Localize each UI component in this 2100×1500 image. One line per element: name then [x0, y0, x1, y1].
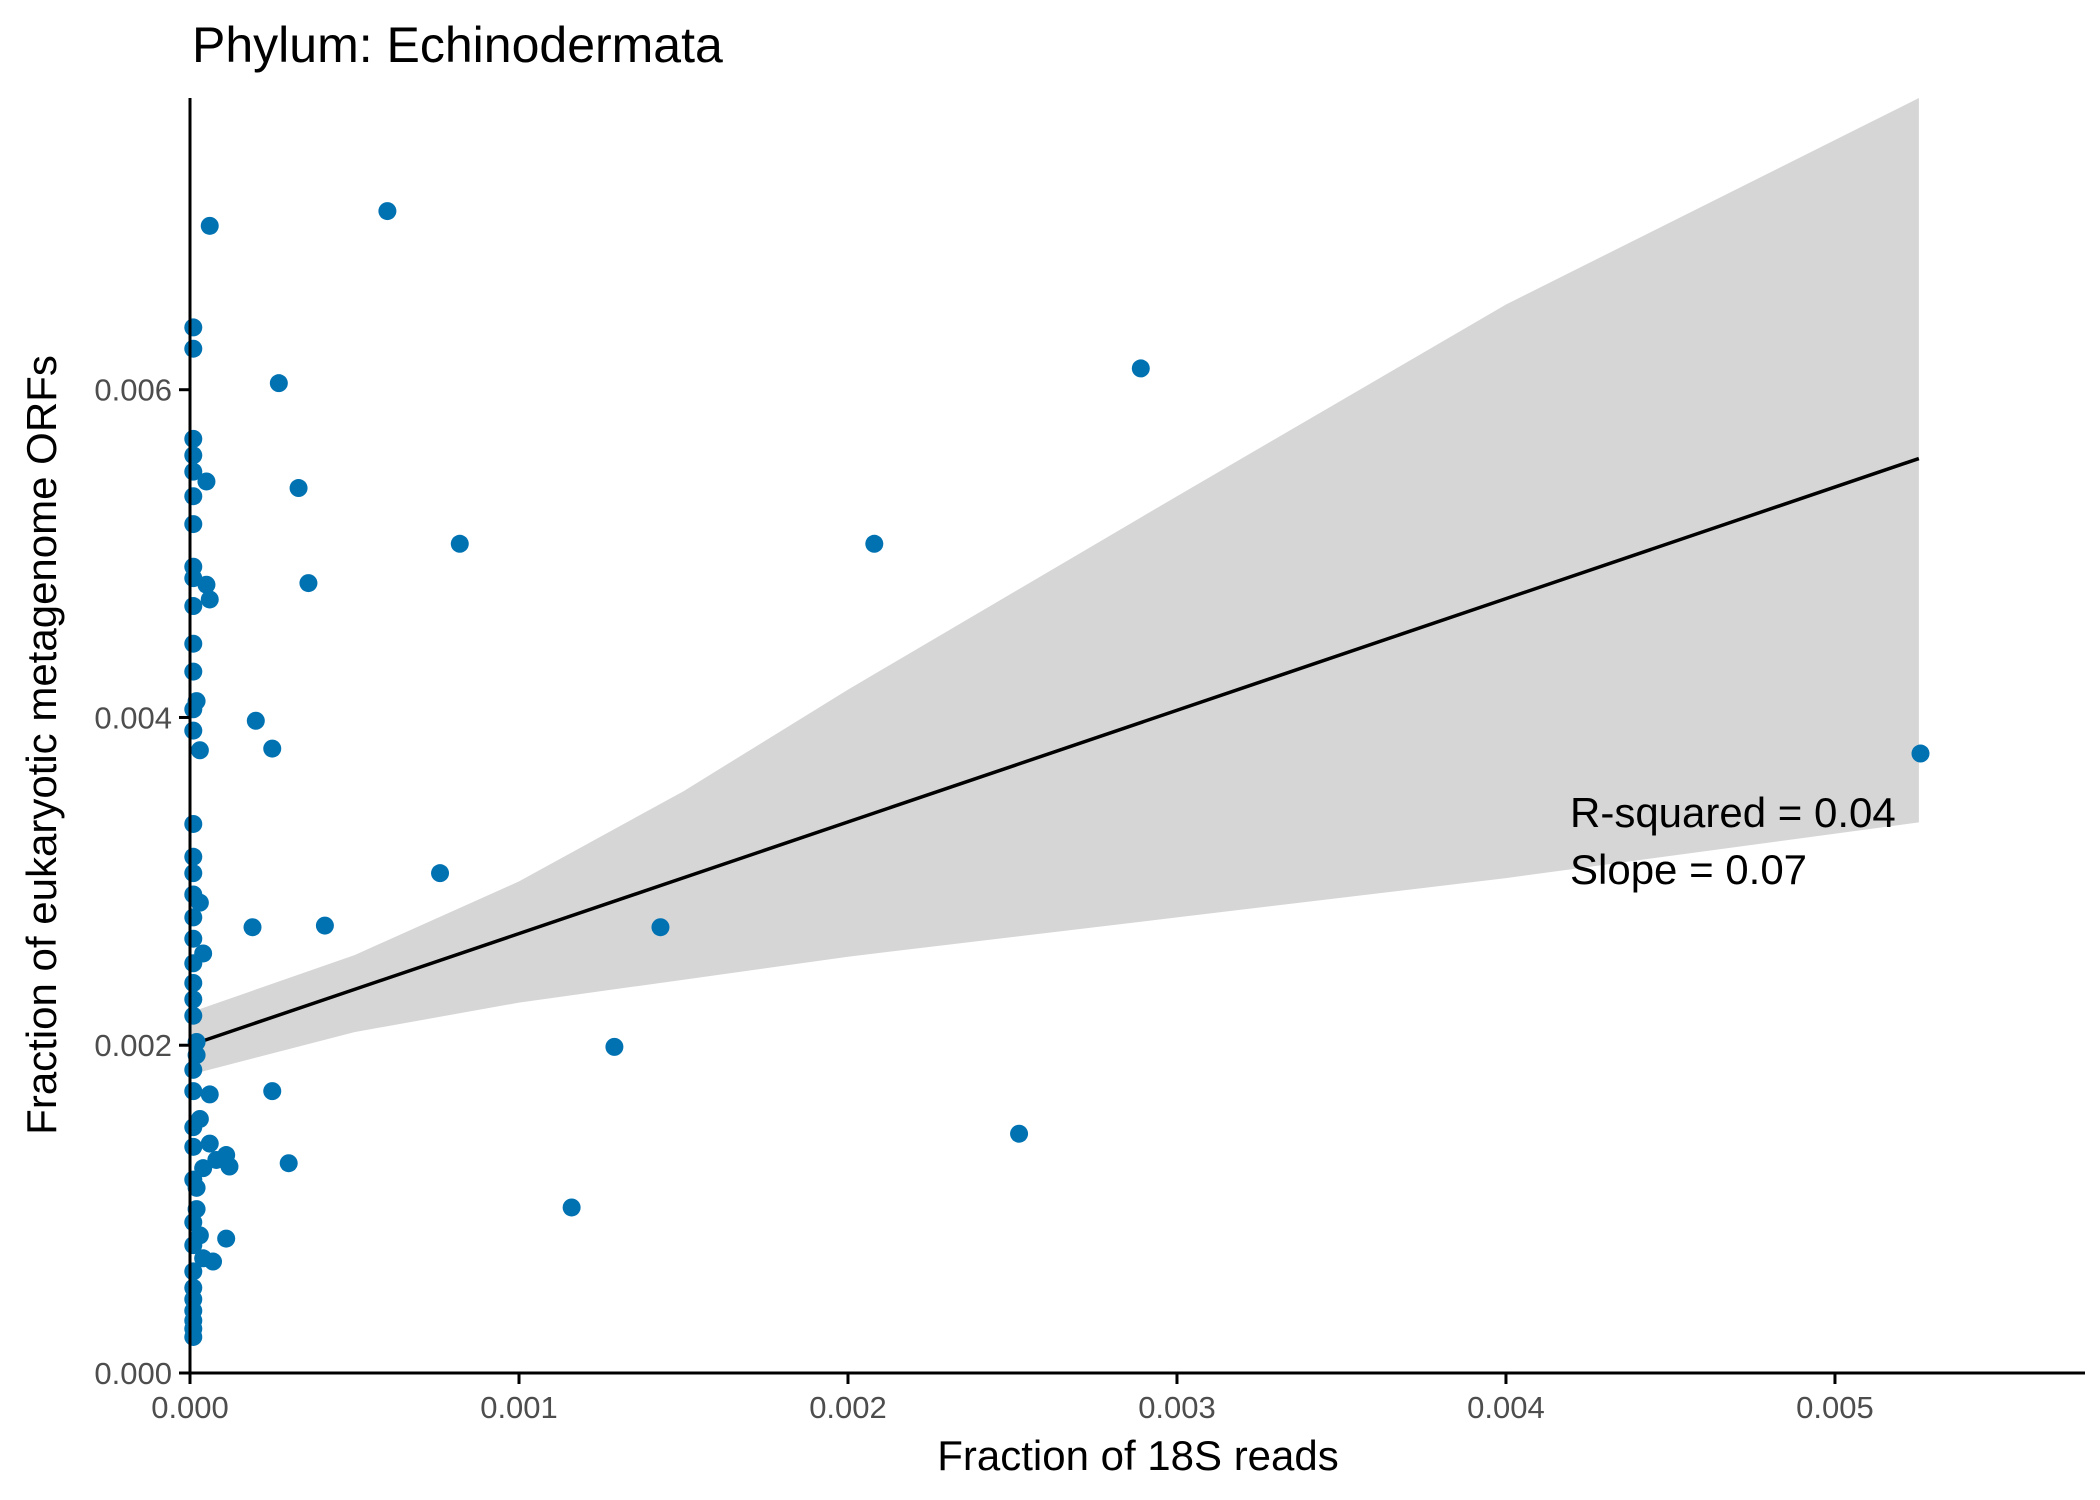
- data-point: [184, 973, 203, 992]
- data-point: [184, 634, 203, 653]
- data-point: [865, 534, 884, 553]
- data-point: [605, 1037, 624, 1056]
- data-point: [204, 1252, 223, 1271]
- data-point: [184, 885, 203, 904]
- data-point: [184, 597, 203, 616]
- data-point: [263, 739, 282, 758]
- data-point: [187, 1046, 206, 1065]
- data-point: [315, 916, 334, 935]
- data-point: [184, 1236, 203, 1255]
- data-point: [184, 1118, 203, 1137]
- data-point: [299, 574, 318, 593]
- x-tick-label: 0.005: [1796, 1390, 1874, 1425]
- x-tick-label: 0.003: [1138, 1390, 1216, 1425]
- y-tick-label: 0.000: [94, 1356, 172, 1391]
- y-axis-ticks: 0.000 0.002 0.004 0.006: [94, 373, 190, 1391]
- data-point: [187, 1032, 206, 1051]
- data-point: [184, 569, 203, 588]
- data-point: [184, 1082, 203, 1101]
- data-point: [184, 462, 203, 481]
- data-point: [197, 472, 216, 491]
- data-point: [184, 721, 203, 740]
- data-point: [184, 1006, 203, 1025]
- x-tick-label: 0.004: [1467, 1390, 1545, 1425]
- x-tick-label: 0.002: [809, 1390, 887, 1425]
- data-point: [431, 864, 450, 883]
- data-point: [289, 479, 308, 498]
- y-axis-title: Fraction of eukaryotic metagenome ORFs: [18, 355, 65, 1135]
- data-point: [200, 1085, 219, 1104]
- data-point: [378, 202, 397, 221]
- data-point: [450, 534, 469, 553]
- data-point: [184, 662, 203, 681]
- data-point: [184, 318, 203, 337]
- data-point: [184, 446, 203, 465]
- data-point: [184, 990, 203, 1009]
- data-point: [184, 1137, 203, 1156]
- data-point: [184, 908, 203, 927]
- data-point: [246, 711, 265, 730]
- data-point: [263, 1082, 282, 1101]
- data-point: [1911, 744, 1930, 763]
- data-point: [184, 700, 203, 719]
- data-point: [651, 918, 670, 937]
- data-point: [200, 590, 219, 609]
- data-point: [184, 429, 203, 448]
- data-point: [184, 1060, 203, 1079]
- data-point: [184, 487, 203, 506]
- x-axis-title: Fraction of 18S reads: [937, 1432, 1339, 1479]
- data-point: [269, 374, 288, 393]
- data-point: [220, 1157, 239, 1176]
- data-point: [184, 1213, 203, 1232]
- data-point: [184, 1327, 203, 1346]
- data-point: [279, 1154, 298, 1173]
- data-point: [200, 216, 219, 235]
- data-point: [217, 1229, 236, 1248]
- data-point: [1010, 1124, 1029, 1143]
- data-point: [184, 954, 203, 973]
- slope-annotation: Slope = 0.07: [1570, 846, 1807, 893]
- data-point: [184, 1170, 203, 1189]
- y-tick-label: 0.006: [94, 373, 172, 408]
- regression-line: [189, 456, 1920, 1047]
- confidence-band: [190, 98, 1919, 1075]
- x-axis-ticks: 0.000 0.001 0.002 0.003 0.004 0.005: [151, 1373, 1874, 1425]
- plot-area: [184, 98, 1930, 1346]
- data-point: [1131, 359, 1150, 378]
- data-point: [184, 864, 203, 883]
- x-tick-label: 0.000: [151, 1390, 229, 1425]
- data-point: [184, 339, 203, 358]
- chart-title: Phylum: Echinodermata: [192, 17, 723, 73]
- y-tick-label: 0.004: [94, 700, 172, 735]
- data-point: [184, 929, 203, 948]
- data-point: [184, 1262, 203, 1281]
- y-tick-label: 0.002: [94, 1028, 172, 1063]
- x-tick-label: 0.001: [480, 1390, 558, 1425]
- data-point: [562, 1198, 581, 1217]
- r-squared-annotation: R-squared = 0.04: [1570, 789, 1896, 836]
- data-point: [200, 1134, 219, 1153]
- data-point: [243, 918, 262, 937]
- data-point: [184, 847, 203, 866]
- data-point: [190, 741, 209, 760]
- data-point: [184, 814, 203, 833]
- data-point: [184, 515, 203, 534]
